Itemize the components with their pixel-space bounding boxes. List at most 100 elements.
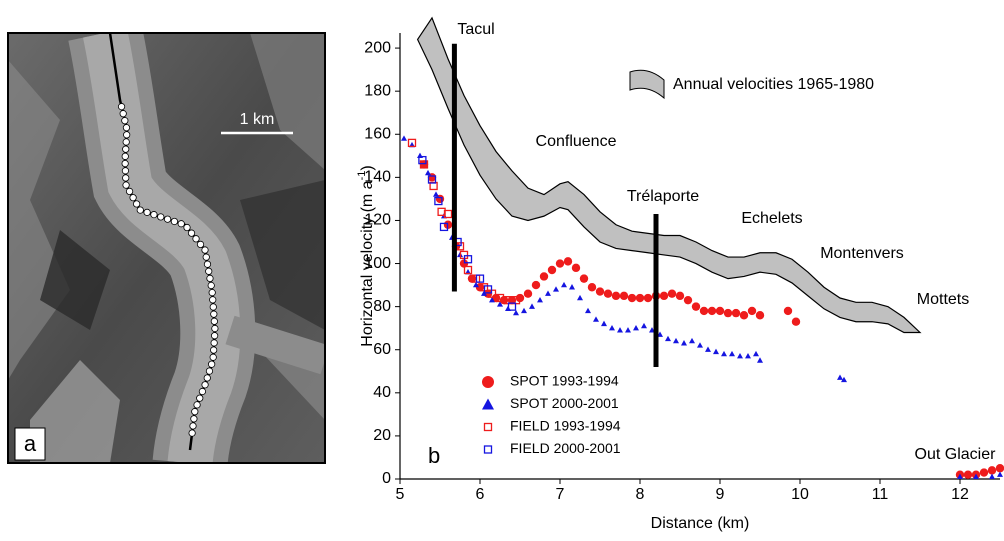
point [459,259,469,268]
point [665,335,671,342]
band-legend-swatch [629,69,665,100]
y-tick-label: 200 [364,39,391,56]
y-axis-label: Horizontal velocity (m a-1) [356,165,376,346]
point [609,324,615,331]
point-dot [209,296,217,304]
point-dot [170,217,179,226]
point [427,173,437,182]
y-axis-label-sup: -1 [356,171,368,181]
y-tick-label: 160 [364,125,391,142]
point [418,155,427,165]
point [579,274,589,283]
point-dot [205,267,213,275]
x-tick-label: 6 [476,486,485,503]
point [561,281,567,288]
location-label: Mottets [917,291,969,308]
y-tick-label: 140 [364,169,391,186]
legend-label: FIELD 2000-2001 [510,440,621,456]
point-dot [203,260,212,268]
point [571,263,581,273]
point-dot [117,103,126,111]
point [683,295,693,305]
point-dot [210,317,218,325]
point [747,306,757,316]
point [739,311,749,320]
point [729,350,735,357]
point [755,311,765,320]
point [723,308,733,318]
point [715,306,725,316]
point [513,309,519,316]
point [753,350,759,357]
point-dot [150,211,158,219]
point-dot [143,208,151,216]
point [555,259,565,268]
legend-symbol [482,376,494,388]
y-tick-label: 80 [373,298,391,315]
point [699,306,709,316]
point [507,302,517,311]
point [997,471,1003,477]
point [689,337,695,344]
velocity-band [416,16,922,334]
point-dot [208,289,216,297]
point [713,348,719,355]
x-tick-label: 12 [951,486,969,503]
point [641,322,647,329]
point [837,374,843,380]
x-tick-label: 11 [872,486,889,503]
point-dot [201,246,209,254]
point-dot [129,194,137,202]
point [707,306,717,316]
point-dot [133,200,141,208]
point [633,324,639,331]
point [483,285,493,294]
point-dot [209,303,217,311]
legend-symbol [483,445,493,454]
point-dot [187,229,196,237]
y-tick-label: 0 [382,470,391,487]
x-tick-label: 8 [636,486,645,503]
point [489,296,495,303]
panel-label: b [428,443,440,468]
point [791,317,801,326]
point [407,138,417,148]
point [675,291,685,301]
point-dot [121,117,129,125]
point-dot [209,353,217,361]
point [673,337,679,344]
point [419,160,429,169]
point-dot [125,187,134,195]
point [635,293,645,303]
point [611,291,621,301]
point [987,466,997,475]
y-tick-label: 60 [373,341,391,358]
point [995,464,1004,473]
legend-symbol [483,422,493,432]
point [425,169,431,176]
point-dot [210,346,218,354]
point [434,196,443,206]
point-dot [201,381,209,389]
point [463,265,473,275]
point-dot [206,274,214,282]
y-tick-label: 100 [364,255,391,272]
satellite-image [8,33,325,463]
point-dot [122,124,131,132]
point-dot [121,159,129,168]
point [585,307,591,314]
point [757,357,763,363]
point-dot [191,408,199,416]
point [691,302,701,311]
point-dot [122,174,130,182]
point [643,293,653,303]
x-tick-label: 5 [396,486,405,503]
point [587,283,597,292]
y-tick-label: 20 [373,427,391,444]
point-dot [177,220,185,228]
point-dot [210,339,218,347]
point-dot [122,181,130,189]
point [783,306,793,316]
point [545,290,551,296]
